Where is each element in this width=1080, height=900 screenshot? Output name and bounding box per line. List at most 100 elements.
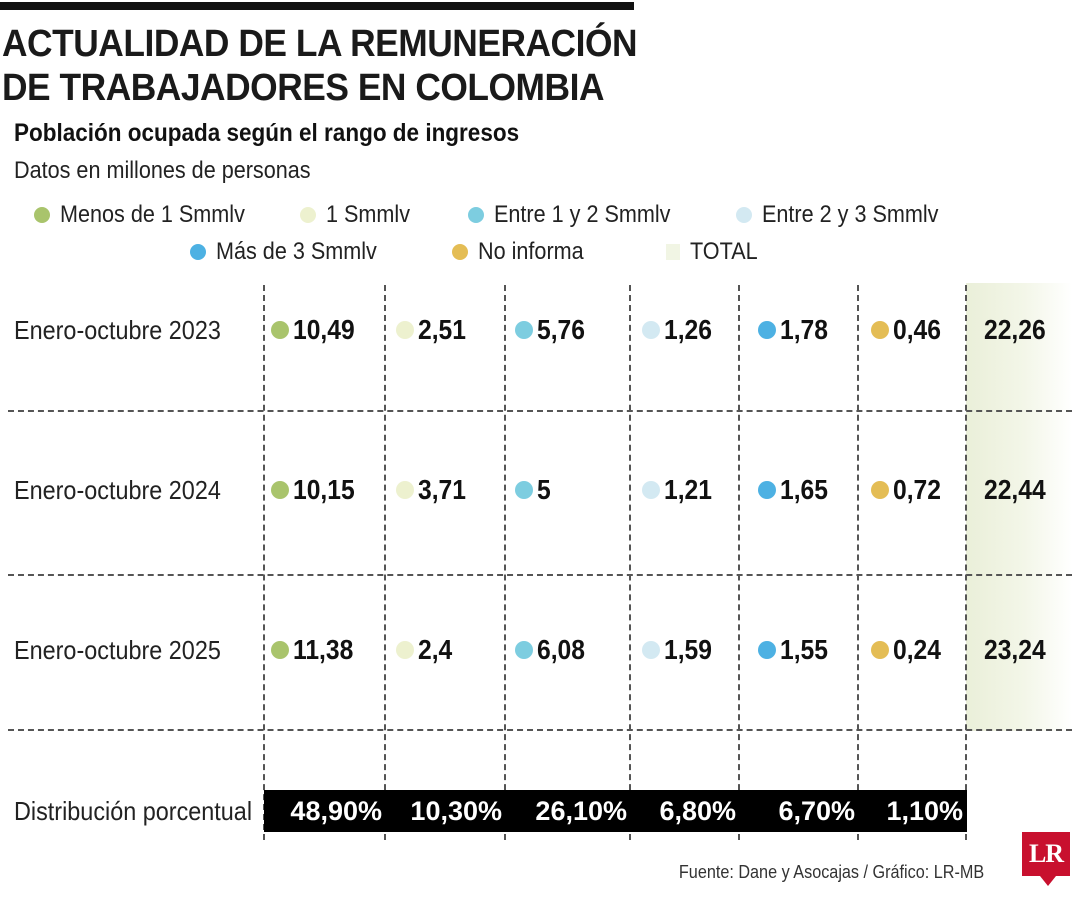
grid-column-divider	[738, 285, 740, 840]
table-cell: 1,78	[758, 310, 835, 350]
row-label: Enero-octubre 2023	[14, 315, 221, 345]
cell-value: 1,59	[664, 634, 712, 665]
cell-value: 6,08	[537, 634, 585, 665]
distribution-value: 1,10%	[886, 796, 963, 826]
grid-row-divider	[8, 574, 1072, 576]
chart-title: ACTUALIDAD DE LA REMUNERACIÓN DE TRABAJA…	[2, 22, 638, 110]
legend-item: No informa	[452, 237, 595, 267]
category-dot-icon	[396, 481, 414, 499]
grid-column-divider	[263, 285, 265, 840]
distribution-label: Distribución porcentual	[14, 796, 253, 826]
distribution-value: 6,80%	[659, 796, 736, 826]
category-dot-icon	[758, 321, 776, 339]
cell-value: 0,24	[893, 634, 941, 665]
table-cell: 0,46	[871, 310, 948, 350]
lr-logo-tail	[1040, 876, 1056, 886]
cell-value: 0,72	[893, 474, 941, 505]
source-note: Fuente: Dane y Asocajas / Gráfico: LR-MB	[678, 862, 984, 882]
table-cell: 1,55	[758, 630, 835, 670]
chart-subtitle: Población ocupada según el rango de ingr…	[14, 119, 520, 147]
chart-title-line-1: ACTUALIDAD DE LA REMUNERACIÓN	[2, 23, 638, 65]
table-cell: 1,21	[642, 470, 719, 510]
cell-value: 5,76	[537, 314, 585, 345]
legend-label: Menos de 1 Smmlv	[60, 201, 245, 228]
category-dot-icon	[642, 641, 660, 659]
legend-label: 1 Smmlv	[326, 201, 411, 228]
category-dot-icon	[271, 641, 289, 659]
legend-swatch-icon	[300, 207, 316, 223]
legend-swatch-icon	[452, 244, 468, 260]
cell-value: 1,78	[780, 314, 828, 345]
total-value: 22,44	[984, 474, 1046, 505]
cell-value: 3,71	[418, 474, 466, 505]
grid-column-divider	[965, 285, 967, 840]
category-dot-icon	[271, 481, 289, 499]
table-cell: 5,76	[515, 310, 592, 350]
cell-value: 1,65	[780, 474, 828, 505]
category-dot-icon	[871, 641, 889, 659]
table-cell: 3,71	[396, 470, 473, 510]
row-label: Enero-octubre 2024	[14, 475, 221, 505]
total-column-band	[966, 283, 1072, 731]
units-note: Datos en millones de personas	[14, 157, 311, 184]
legend-swatch-icon	[666, 244, 680, 260]
distribution-value: 48,90%	[290, 796, 382, 826]
category-dot-icon	[871, 481, 889, 499]
category-dot-icon	[515, 641, 533, 659]
table-cell: 1,65	[758, 470, 835, 510]
legend-label: No informa	[478, 238, 584, 265]
table-cell: 10,15	[271, 470, 363, 510]
category-dot-icon	[642, 321, 660, 339]
cell-value: 10,49	[293, 314, 355, 345]
legend-swatch-icon	[34, 207, 50, 223]
table-cell: 0,24	[871, 630, 948, 670]
lr-logo-text: LR	[1028, 839, 1064, 868]
legend-label: Entre 1 y 2 Smmlv	[494, 201, 671, 228]
legend-item: Entre 1 y 2 Smmlv	[468, 200, 690, 230]
category-dot-icon	[515, 321, 533, 339]
table-cell: 11,38	[271, 630, 362, 670]
table-cell: 2,51	[396, 310, 473, 350]
cell-value: 11,38	[293, 634, 354, 665]
legend-item: Más de 3 Smmlv	[190, 237, 395, 267]
grid-row-divider	[8, 410, 1072, 412]
cell-value: 1,21	[664, 474, 712, 505]
legend-swatch-icon	[468, 207, 484, 223]
total-value: 23,24	[984, 634, 1046, 665]
legend-item: TOTAL	[666, 237, 765, 267]
distribution-value: 26,10%	[535, 796, 627, 826]
category-dot-icon	[396, 321, 414, 339]
grid-column-divider	[504, 285, 506, 840]
legend-item: Menos de 1 Smmlv	[34, 200, 265, 230]
legend-label: Entre 2 y 3 Smmlv	[762, 201, 939, 228]
lr-logo: LR	[1022, 832, 1070, 876]
category-dot-icon	[396, 641, 414, 659]
legend-label: TOTAL	[690, 238, 758, 265]
distribution-value: 6,70%	[778, 796, 855, 826]
grid-column-divider	[857, 285, 859, 840]
category-dot-icon	[515, 481, 533, 499]
table-cell: 1,59	[642, 630, 719, 670]
cell-value: 1,26	[664, 314, 712, 345]
table-cell: 2,4	[396, 630, 457, 670]
table-cell: 5	[515, 470, 553, 510]
category-dot-icon	[871, 321, 889, 339]
total-value: 22,26	[984, 314, 1046, 345]
table-cell: 6,08	[515, 630, 592, 670]
distribution-bar	[264, 790, 967, 832]
legend-swatch-icon	[736, 207, 752, 223]
category-dot-icon	[642, 481, 660, 499]
table-cell: 1,26	[642, 310, 719, 350]
cell-value: 2,4	[418, 634, 453, 665]
grid-row-divider	[8, 729, 1072, 731]
table-cell: 0,72	[871, 470, 948, 510]
top-rule	[0, 2, 634, 10]
category-dot-icon	[271, 321, 289, 339]
legend-swatch-icon	[190, 244, 206, 260]
legend-label: Más de 3 Smmlv	[216, 238, 377, 265]
cell-value: 0,46	[893, 314, 941, 345]
cell-value: 10,15	[293, 474, 355, 505]
grid-column-divider	[629, 285, 631, 840]
category-dot-icon	[758, 481, 776, 499]
cell-value: 5	[537, 474, 551, 505]
